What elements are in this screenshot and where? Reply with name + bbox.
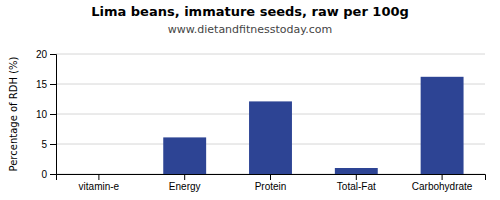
x-tick-mark <box>184 174 185 180</box>
bar <box>77 174 120 175</box>
bar <box>335 168 378 174</box>
x-tick-mark <box>356 174 357 180</box>
x-tick-mark <box>442 174 443 180</box>
y-tick-mark <box>50 144 56 145</box>
chart-container: Lima beans, immature seeds, raw per 100g… <box>0 0 500 200</box>
bars <box>163 77 463 174</box>
y-tick: 10 <box>36 109 56 120</box>
subtitle: www.dietandfitnesstoday.com <box>168 23 332 36</box>
y-tick-label: 10 <box>36 109 48 120</box>
bar <box>163 137 206 174</box>
x-tick-label: vitamin-e <box>79 181 120 192</box>
y-tick: 5 <box>41 139 56 150</box>
x-tick: Protein <box>255 174 287 192</box>
y-tick-label: 15 <box>36 79 48 90</box>
x-tick: Energy <box>169 174 201 192</box>
y-axis-line <box>50 55 57 175</box>
y-tick-label: 5 <box>41 139 47 150</box>
y-axis-label: Percentage of RDH (%) <box>8 56 19 171</box>
y-tick-mark <box>50 114 56 115</box>
x-tick-label: Energy <box>169 181 201 192</box>
x-tick-label: Protein <box>255 181 287 192</box>
title: Lima beans, immature seeds, raw per 100g <box>91 4 409 19</box>
plot-area: 0 5 10 15 20 vitamin-e Energy Protein Total-Fat C… <box>36 49 486 192</box>
x-tick: Total-Fat <box>337 174 376 192</box>
x-axis-line <box>57 175 486 181</box>
y-tick: 20 <box>36 49 56 60</box>
bar <box>249 101 292 174</box>
x-tick-mark <box>270 174 271 180</box>
x-tick-mark <box>98 174 99 180</box>
y-tick-mark <box>50 84 56 85</box>
x-tick-label: Total-Fat <box>337 181 376 192</box>
grid-line <box>56 54 485 55</box>
grid <box>56 54 485 174</box>
bar <box>421 77 464 174</box>
x-axis: vitamin-e Energy Protein Total-Fat Carbohydr… <box>57 174 486 192</box>
y-tick-label: 20 <box>36 49 48 60</box>
y-tick-label: 0 <box>41 169 47 180</box>
y-tick-mark <box>50 54 56 55</box>
x-tick-label: Carbohydrate <box>412 181 473 192</box>
x-tick: Carbohydrate <box>412 174 473 192</box>
y-axis: 0 5 10 15 20 <box>36 49 57 180</box>
x-tick: vitamin-e <box>79 174 120 192</box>
chart-svg: Lima beans, immature seeds, raw per 100g… <box>0 0 500 200</box>
y-tick: 15 <box>36 79 56 90</box>
y-tick: 0 <box>41 169 56 180</box>
y-tick-mark <box>50 174 56 175</box>
